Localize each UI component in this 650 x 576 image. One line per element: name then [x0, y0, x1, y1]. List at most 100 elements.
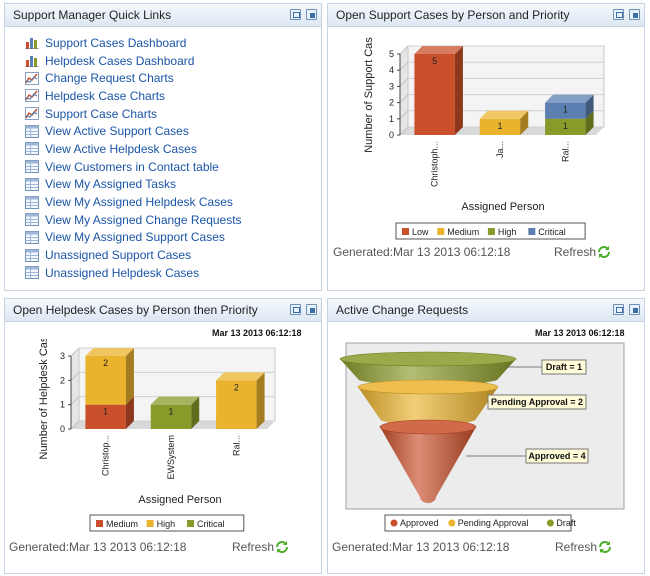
quick-link-item[interactable]: Change Request Charts — [25, 69, 242, 87]
bar-value-label: 1 — [497, 121, 502, 131]
bar-segment — [85, 356, 126, 405]
legend-swatch — [146, 520, 154, 527]
legend-label: Critical — [538, 227, 566, 237]
quick-links-panel: Support Manager Quick Links Support Case… — [4, 3, 322, 291]
quick-links-header: Support Manager Quick Links — [5, 4, 321, 27]
change-requests-funnel: Draft = 1 Pending Approval = 2 Approved = … — [339, 342, 625, 532]
bar-value-label: 1 — [563, 105, 568, 115]
change-requests-header: Active Change Requests — [328, 299, 644, 322]
bar-side — [454, 46, 463, 135]
grid-line — [399, 78, 409, 87]
quick-link-label: Helpdesk Case Charts — [45, 88, 166, 103]
y-axis-label: Number of Helpdesk Case — [38, 339, 50, 460]
grid-line — [399, 45, 409, 55]
y-tick-label: 2 — [389, 98, 394, 108]
quick-link-item[interactable]: View Customers in Contact table — [25, 158, 242, 176]
quick-link-item[interactable]: View My Assigned Tasks — [25, 176, 242, 194]
bar-side — [256, 372, 265, 429]
refresh-label: Refresh — [555, 540, 598, 554]
legend-swatch — [437, 228, 445, 235]
bar-top — [216, 372, 265, 381]
legend-swatch — [187, 520, 194, 527]
grid-line — [399, 110, 409, 120]
maximize-button[interactable] — [290, 304, 301, 315]
maximize-button[interactable] — [613, 304, 624, 315]
refresh-icon — [276, 541, 289, 553]
bar-value-label: 1 — [563, 121, 568, 131]
quick-link-item[interactable]: Unassigned Support Cases — [25, 246, 242, 264]
category-label: Ral... — [560, 141, 570, 162]
y-tick-label: 1 — [60, 400, 65, 410]
category-label: Christoph... — [430, 141, 440, 187]
x-axis-label: Assigned Person — [461, 201, 544, 213]
legend-swatch — [390, 519, 398, 527]
bar-value-label: 5 — [432, 56, 437, 66]
bar-top — [545, 94, 594, 103]
restore-button[interactable] — [306, 9, 317, 20]
funnel-value-label: Approved = 4 — [528, 451, 585, 461]
table-icon — [25, 142, 39, 156]
quick-link-item[interactable]: View Active Support Cases — [25, 122, 242, 140]
quick-link-label: View Active Helpdesk Cases — [45, 141, 197, 156]
bar-top — [479, 110, 529, 119]
quick-link-item[interactable]: View Active Helpdesk Cases — [25, 140, 242, 158]
quick-link-item[interactable]: View My Assigned Support Cases — [25, 229, 242, 247]
bar-segment — [150, 404, 192, 429]
quick-links-title: Support Manager Quick Links — [13, 8, 172, 22]
helpdesk-cases-panel: Open Helpdesk Cases by Person then Prior… — [4, 298, 322, 574]
legend-label: Critical — [197, 519, 225, 529]
quick-link-item[interactable]: Unassigned Helpdesk Cases — [25, 264, 242, 282]
refresh-link[interactable]: Refresh — [555, 540, 612, 554]
maximize-button[interactable] — [290, 9, 301, 20]
quick-link-label: Change Request Charts — [45, 71, 174, 86]
quick-link-item[interactable]: Support Case Charts — [25, 105, 242, 123]
quick-link-item[interactable]: Helpdesk Cases Dashboard — [25, 52, 242, 70]
quick-link-label: View Active Support Cases — [45, 124, 189, 139]
category-label: EWSystem — [166, 435, 176, 480]
quick-link-label: View My Assigned Change Requests — [45, 212, 242, 227]
quick-link-label: Helpdesk Cases Dashboard — [45, 53, 195, 68]
bar-side — [520, 110, 529, 135]
bar-side — [125, 348, 134, 405]
support-cases-header: Open Support Cases by Person and Priorit… — [328, 4, 644, 27]
quick-link-item[interactable]: View My Assigned Helpdesk Cases — [25, 193, 242, 211]
bar-top — [414, 46, 463, 54]
y-tick-label: 5 — [389, 49, 394, 59]
helpdesk-cases-title: Open Helpdesk Cases by Person then Prior… — [13, 303, 258, 317]
funnel-segment-top — [357, 379, 499, 395]
bar-side — [585, 94, 594, 119]
y-tick-label: 2 — [60, 375, 65, 385]
grid-line — [399, 126, 409, 136]
chart-timestamp: Mar 13 2013 06:12:18 — [212, 328, 302, 338]
refresh-link[interactable]: Refresh — [554, 245, 611, 259]
refresh-link[interactable]: Refresh — [232, 540, 289, 554]
maximize-button[interactable] — [613, 9, 624, 20]
legend-label: Medium — [447, 227, 479, 237]
restore-button[interactable] — [306, 304, 317, 315]
quick-link-item[interactable]: Support Cases Dashboard — [25, 34, 242, 52]
y-tick-label: 1 — [389, 114, 394, 124]
restore-button[interactable] — [629, 9, 640, 20]
refresh-label: Refresh — [232, 540, 275, 554]
y-axis-label: Number of Support Cas — [363, 37, 375, 153]
change-requests-panel: Active Change Requests Mar 13 2013 06:12… — [327, 298, 645, 574]
helpdesk-cases-chart: 0 1 2 3 1 2 Christop... 1 EWSystem 2 Ral... Number … — [38, 339, 276, 532]
legend-label: Medium — [106, 519, 138, 529]
generated-timestamp: Generated:Mar 13 2013 06:12:18 — [333, 245, 511, 259]
legend-label: Pending Approval — [458, 518, 529, 528]
legend-swatch — [546, 519, 554, 527]
bar-value-label: 2 — [234, 382, 239, 392]
bar-side — [125, 396, 134, 429]
legend-box — [89, 514, 245, 532]
restore-button[interactable] — [629, 304, 640, 315]
legend-label: High — [498, 227, 517, 237]
legend-swatch — [448, 519, 456, 527]
table-icon — [25, 124, 39, 138]
quick-link-label: View My Assigned Tasks — [45, 177, 176, 192]
table-icon — [25, 248, 39, 262]
refresh-icon — [599, 541, 612, 553]
table-icon — [25, 195, 39, 209]
grid-line — [70, 347, 80, 357]
quick-link-item[interactable]: View My Assigned Change Requests — [25, 211, 242, 229]
quick-link-item[interactable]: Helpdesk Case Charts — [25, 87, 242, 105]
